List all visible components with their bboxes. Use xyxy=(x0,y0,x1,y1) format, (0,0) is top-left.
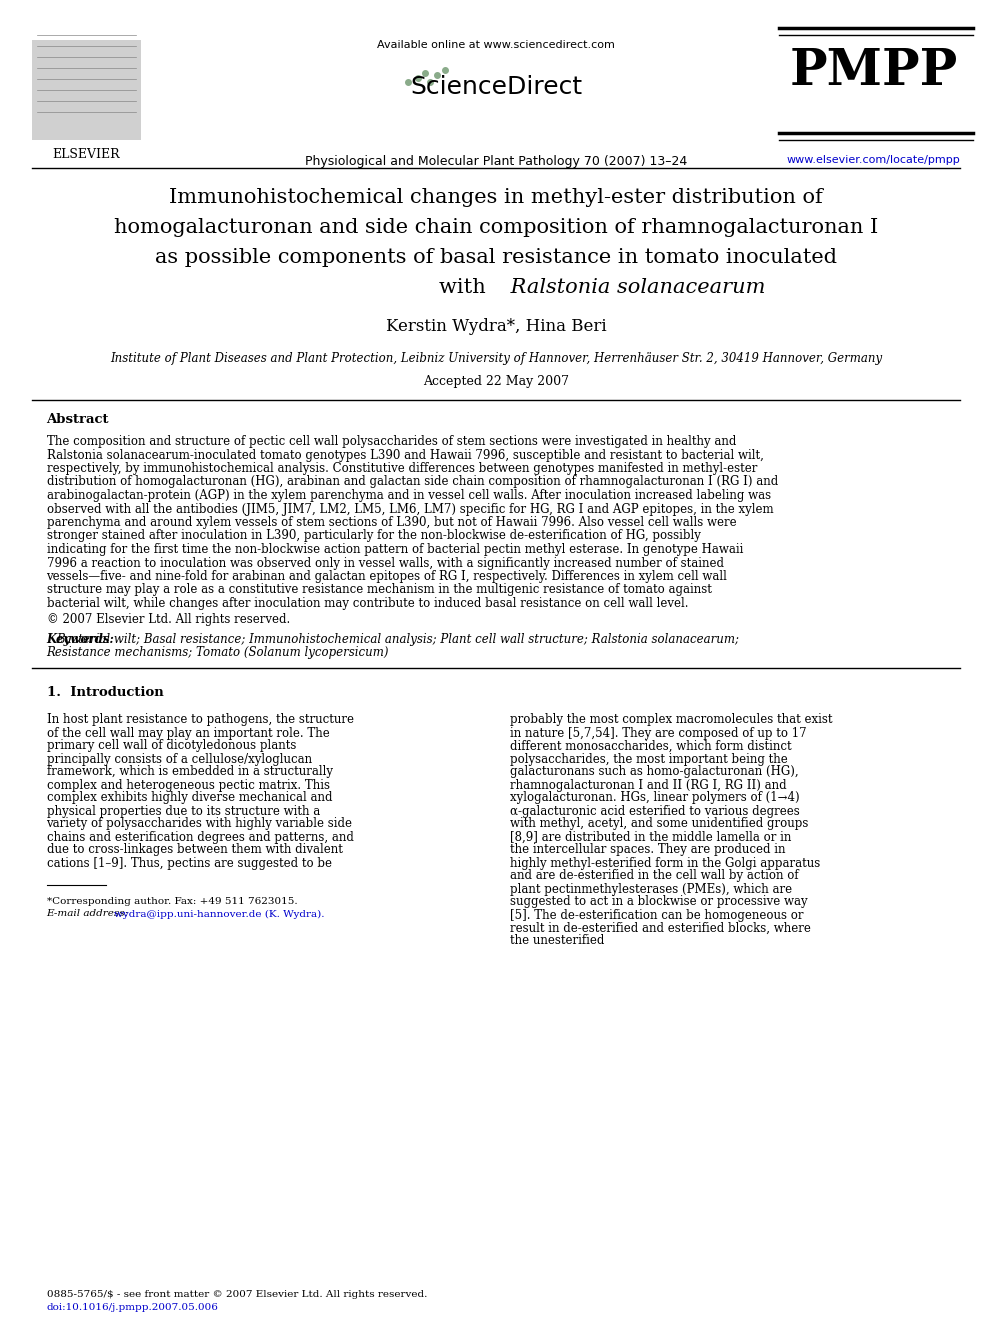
Text: with methyl, acetyl, and some unidentified groups: with methyl, acetyl, and some unidentifi… xyxy=(510,818,808,831)
Text: variety of polysaccharides with highly variable side: variety of polysaccharides with highly v… xyxy=(47,818,352,831)
Text: 1.  Introduction: 1. Introduction xyxy=(47,685,164,699)
Text: Accepted 22 May 2007: Accepted 22 May 2007 xyxy=(423,374,569,388)
Text: of the cell wall may play an important role. The: of the cell wall may play an important r… xyxy=(47,726,329,740)
Text: ScienceDirect: ScienceDirect xyxy=(410,75,582,99)
Text: [5]. The de-esterification can be homogeneous or: [5]. The de-esterification can be homoge… xyxy=(510,909,804,922)
Text: The composition and structure of pectic cell wall polysaccharides of stem sectio: The composition and structure of pectic … xyxy=(47,435,736,448)
Text: the intercellular spaces. They are produced in: the intercellular spaces. They are produ… xyxy=(510,844,786,856)
Text: ELSEVIER: ELSEVIER xyxy=(53,148,120,161)
Text: wydra@ipp.uni-hannover.de (K. Wydra).: wydra@ipp.uni-hannover.de (K. Wydra). xyxy=(114,909,324,918)
Text: indicating for the first time the non-blockwise action pattern of bacterial pect: indicating for the first time the non-bl… xyxy=(47,542,743,556)
Text: observed with all the antibodies (JIM5, JIM7, LM2, LM5, LM6, LM7) specific for H: observed with all the antibodies (JIM5, … xyxy=(47,503,773,516)
Text: highly methyl-esterified form in the Golgi apparatus: highly methyl-esterified form in the Gol… xyxy=(510,856,820,869)
Text: Keywords:: Keywords: xyxy=(47,632,114,646)
Text: vessels—five- and nine-fold for arabinan and galactan epitopes of RG I, respecti: vessels—five- and nine-fold for arabinan… xyxy=(47,570,727,583)
Text: Available online at www.sciencedirect.com: Available online at www.sciencedirect.co… xyxy=(377,40,615,50)
Text: complex and heterogeneous pectic matrix. This: complex and heterogeneous pectic matrix.… xyxy=(47,778,329,791)
Text: principally consists of a cellulose/xyloglucan: principally consists of a cellulose/xylo… xyxy=(47,753,311,766)
Text: bacterial wilt, while changes after inoculation may contribute to induced basal : bacterial wilt, while changes after inoc… xyxy=(47,597,688,610)
Text: and are de-esterified in the cell wall by action of: and are de-esterified in the cell wall b… xyxy=(510,869,799,882)
Text: galacturonans such as homo-galacturonan (HG),: galacturonans such as homo-galacturonan … xyxy=(510,766,799,778)
Text: the unesterified: the unesterified xyxy=(510,934,604,947)
Text: doi:10.1016/j.pmpp.2007.05.006: doi:10.1016/j.pmpp.2007.05.006 xyxy=(47,1303,218,1312)
Text: physical properties due to its structure with a: physical properties due to its structure… xyxy=(47,804,319,818)
Bar xyxy=(32,40,141,140)
Text: complex exhibits highly diverse mechanical and: complex exhibits highly diverse mechanic… xyxy=(47,791,332,804)
Text: in nature [5,7,54]. They are composed of up to 17: in nature [5,7,54]. They are composed of… xyxy=(510,726,806,740)
Text: Institute of Plant Diseases and Plant Protection, Leibniz University of Hannover: Institute of Plant Diseases and Plant Pr… xyxy=(110,352,882,365)
Text: Immunohistochemical changes in methyl-ester distribution of: Immunohistochemical changes in methyl-es… xyxy=(169,188,823,206)
Text: [8,9] are distributed in the middle lamella or in: [8,9] are distributed in the middle lame… xyxy=(510,831,792,844)
Text: Kerstin Wydra*, Hina Beri: Kerstin Wydra*, Hina Beri xyxy=(386,318,606,335)
Text: homogalacturonan and side chain composition of rhamnogalacturonan I: homogalacturonan and side chain composit… xyxy=(114,218,878,237)
Text: Resistance mechanisms; Tomato (Solanum lycopersicum): Resistance mechanisms; Tomato (Solanum l… xyxy=(47,646,389,659)
Text: due to cross-linkages between them with divalent: due to cross-linkages between them with … xyxy=(47,844,342,856)
Text: stronger stained after inoculation in L390, particularly for the non-blockwise d: stronger stained after inoculation in L3… xyxy=(47,529,700,542)
Text: structure may play a role as a constitutive resistance mechanism in the multigen: structure may play a role as a constitut… xyxy=(47,583,711,597)
Text: In host plant resistance to pathogens, the structure: In host plant resistance to pathogens, t… xyxy=(47,713,353,726)
Text: arabinogalactan-protein (AGP) in the xylem parenchyma and in vessel cell walls. : arabinogalactan-protein (AGP) in the xyl… xyxy=(47,490,771,501)
Text: plant pectinmethylesterases (PMEs), which are: plant pectinmethylesterases (PMEs), whic… xyxy=(510,882,792,896)
Text: Ralstonia solanacearum: Ralstonia solanacearum xyxy=(496,278,766,296)
Text: probably the most complex macromolecules that exist: probably the most complex macromolecules… xyxy=(510,713,832,726)
Text: Abstract: Abstract xyxy=(47,413,109,426)
Text: suggested to act in a blockwise or processive way: suggested to act in a blockwise or proce… xyxy=(510,896,807,909)
Text: chains and esterification degrees and patterns, and: chains and esterification degrees and pa… xyxy=(47,831,353,844)
Text: www.elsevier.com/locate/pmpp: www.elsevier.com/locate/pmpp xyxy=(787,155,960,165)
Text: distribution of homogalacturonan (HG), arabinan and galactan side chain composit: distribution of homogalacturonan (HG), a… xyxy=(47,475,778,488)
Text: with: with xyxy=(438,278,496,296)
Text: polysaccharides, the most important being the: polysaccharides, the most important bein… xyxy=(510,753,788,766)
Text: primary cell wall of dicotyledonous plants: primary cell wall of dicotyledonous plan… xyxy=(47,740,296,753)
Text: *Corresponding author. Fax: +49 511 7623015.: *Corresponding author. Fax: +49 511 7623… xyxy=(47,897,298,905)
Text: Physiological and Molecular Plant Pathology 70 (2007) 13–24: Physiological and Molecular Plant Pathol… xyxy=(305,155,687,168)
Text: © 2007 Elsevier Ltd. All rights reserved.: © 2007 Elsevier Ltd. All rights reserved… xyxy=(47,613,290,626)
Text: Ralstonia solanacearum-inoculated tomato genotypes L390 and Hawaii 7996, suscept: Ralstonia solanacearum-inoculated tomato… xyxy=(47,448,764,462)
Text: parenchyma and around xylem vessels of stem sections of L390, but not of Hawaii : parenchyma and around xylem vessels of s… xyxy=(47,516,736,529)
Text: rhamnogalacturonan I and II (RG I, RG II) and: rhamnogalacturonan I and II (RG I, RG II… xyxy=(510,778,787,791)
Text: as possible components of basal resistance in tomato inoculated: as possible components of basal resistan… xyxy=(155,247,837,267)
Text: E-mail address:: E-mail address: xyxy=(47,909,129,918)
Text: α-galacturonic acid esterified to various degrees: α-galacturonic acid esterified to variou… xyxy=(510,804,800,818)
Text: cations [1–9]. Thus, pectins are suggested to be: cations [1–9]. Thus, pectins are suggest… xyxy=(47,856,331,869)
Text: Bacterial wilt; Basal resistance; Immunohistochemical analysis; Plant cell wall : Bacterial wilt; Basal resistance; Immuno… xyxy=(57,632,739,646)
Text: different monosaccharides, which form distinct: different monosaccharides, which form di… xyxy=(510,740,792,753)
Text: result in de-esterified and esterified blocks, where: result in de-esterified and esterified b… xyxy=(510,922,810,934)
Text: 0885-5765/$ - see front matter © 2007 Elsevier Ltd. All rights reserved.: 0885-5765/$ - see front matter © 2007 El… xyxy=(47,1290,427,1299)
Text: 7996 a reaction to inoculation was observed only in vessel walls, with a signifi: 7996 a reaction to inoculation was obser… xyxy=(47,557,723,569)
Text: xylogalacturonan. HGs, linear polymers of (1→4): xylogalacturonan. HGs, linear polymers o… xyxy=(510,791,800,804)
Text: framework, which is embedded in a structurally: framework, which is embedded in a struct… xyxy=(47,766,332,778)
Text: respectively, by immunohistochemical analysis. Constitutive differences between : respectively, by immunohistochemical ana… xyxy=(47,462,757,475)
Text: PMPP: PMPP xyxy=(790,48,958,97)
